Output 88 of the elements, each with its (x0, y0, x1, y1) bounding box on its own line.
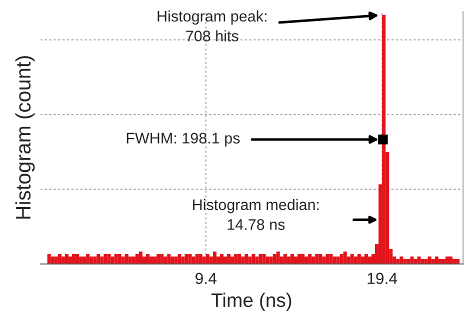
bar (110, 256, 114, 264)
bar (322, 256, 326, 264)
bar (86, 254, 90, 264)
bar (58, 254, 62, 264)
bar (104, 254, 108, 264)
bar (181, 256, 185, 264)
bar (160, 254, 164, 264)
bar (332, 256, 336, 264)
bar (238, 254, 242, 264)
bar (340, 254, 344, 264)
bar (82, 256, 86, 264)
bar (276, 252, 280, 264)
bar (420, 259, 424, 264)
bar (54, 256, 58, 264)
bar (403, 259, 407, 264)
bar (431, 259, 435, 264)
bar (202, 256, 206, 264)
bar (146, 254, 150, 264)
bar (188, 254, 192, 264)
bar (262, 254, 266, 264)
bar (266, 256, 270, 264)
bar (100, 256, 104, 264)
bar (357, 254, 361, 264)
bar (135, 254, 139, 264)
x-axis-title: Time (ns) (211, 292, 292, 311)
bar (132, 256, 136, 264)
bar (114, 254, 118, 264)
bar (121, 256, 125, 264)
annotation: Histogram peak: 708 hits (158, 10, 266, 42)
x-tick-label: 9.4 (196, 272, 217, 284)
bar (326, 254, 330, 264)
bar (417, 256, 421, 264)
annotation: Histogram median: 14.78 ns (193, 198, 319, 230)
bar (184, 254, 188, 264)
bar (90, 256, 94, 264)
bar (174, 256, 178, 264)
bar (244, 254, 248, 264)
annotation: FWHM: 198.1 ps (126, 132, 240, 147)
bar (118, 254, 122, 264)
bar (220, 254, 224, 264)
bar (93, 256, 97, 264)
bar (283, 254, 287, 264)
bar (255, 256, 259, 264)
bar (414, 259, 418, 264)
bar (350, 254, 354, 264)
bar (315, 254, 319, 264)
bar (164, 256, 168, 264)
bar (198, 254, 202, 264)
bar (50, 256, 54, 264)
bar (248, 256, 252, 264)
bar (241, 256, 245, 264)
bar (107, 254, 111, 264)
x-tick-label: 19.4 (368, 272, 398, 284)
bar (167, 254, 171, 264)
bar (312, 256, 316, 264)
bar (329, 254, 333, 264)
bar (252, 254, 256, 264)
bar (410, 256, 414, 264)
bar (258, 254, 262, 264)
bar (396, 259, 400, 264)
bar (192, 256, 196, 264)
bar (156, 254, 160, 264)
bar (96, 254, 100, 264)
bar (434, 256, 438, 264)
bar (178, 254, 182, 264)
bar (428, 256, 432, 264)
bar (445, 256, 450, 264)
bar (308, 254, 312, 264)
bar (234, 254, 238, 264)
bar (354, 256, 358, 264)
bar (206, 254, 210, 264)
bar (336, 256, 340, 264)
bar (406, 259, 410, 264)
bar (195, 254, 199, 264)
bar (343, 252, 347, 264)
bar (424, 259, 428, 264)
bar (128, 256, 132, 264)
bar (400, 256, 404, 264)
bar (47, 254, 51, 264)
bar (272, 254, 276, 264)
bar (138, 252, 142, 264)
bar (269, 256, 273, 264)
bar (456, 259, 460, 264)
bar (212, 252, 216, 264)
bar (170, 256, 174, 264)
bar (124, 254, 128, 264)
y-axis-title: Histogram (count) (15, 56, 35, 219)
bar (318, 254, 322, 264)
